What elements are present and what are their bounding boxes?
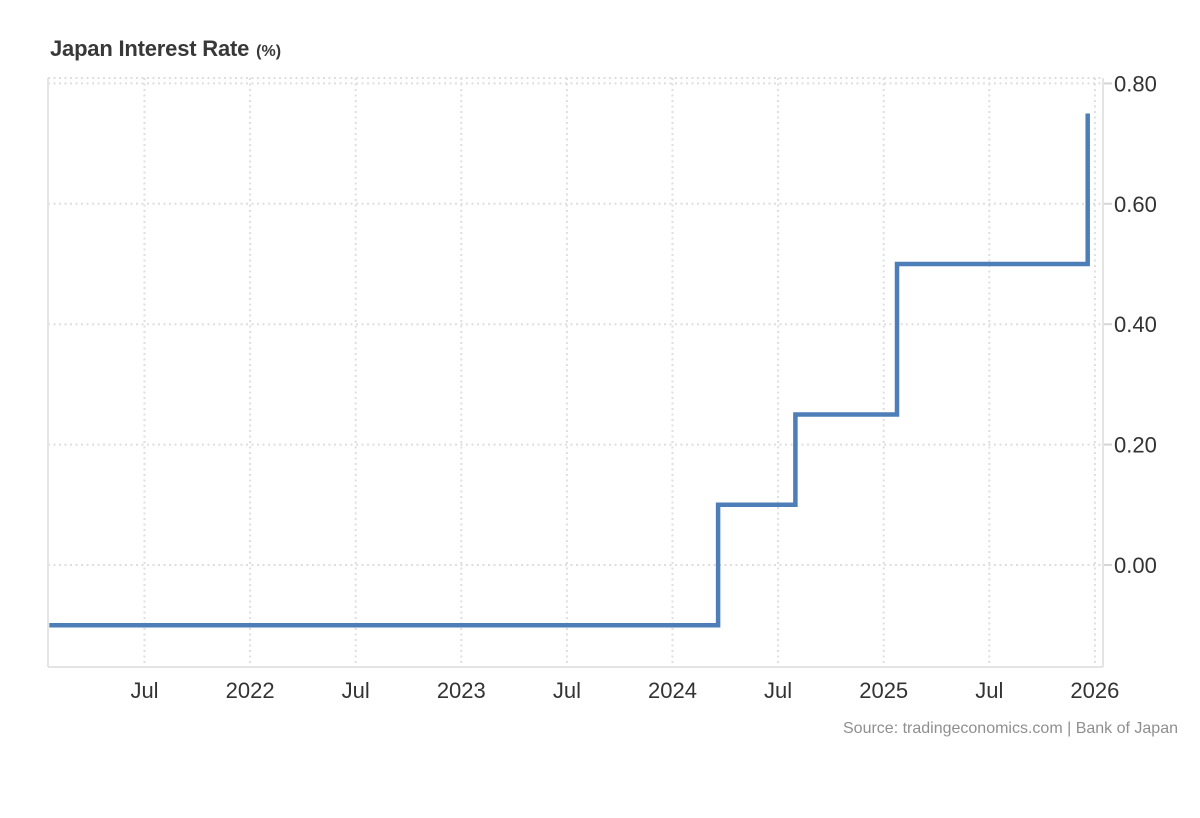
y-axis-label: 0.20 <box>1114 433 1157 458</box>
x-axis-label: Jul <box>553 678 581 703</box>
x-axis-label: 2024 <box>648 678 697 703</box>
y-axis-label: 0.80 <box>1114 71 1157 96</box>
y-axis-label: 0.60 <box>1114 192 1157 217</box>
series-line <box>49 113 1090 628</box>
x-axis-label: Jul <box>342 678 370 703</box>
x-axis-label: 2022 <box>226 678 275 703</box>
x-axis-label: Jul <box>130 678 158 703</box>
source-attribution: Source: tradingeconomics.com | Bank of J… <box>843 720 1178 737</box>
y-axis-label: 0.40 <box>1114 312 1157 337</box>
x-axis-label: Jul <box>975 678 1003 703</box>
chart-unit-label: (%) <box>256 43 282 60</box>
chart-title: Japan Interest Rate <box>50 36 250 61</box>
x-axis-label: 2023 <box>437 678 486 703</box>
x-axis-label: Jul <box>764 678 792 703</box>
chart-header: Japan Interest Rate (%) <box>50 36 281 62</box>
y-axis-label: 0.00 <box>1114 553 1157 578</box>
x-axis-label: 2025 <box>859 678 908 703</box>
x-axis-label: 2026 <box>1070 678 1119 703</box>
